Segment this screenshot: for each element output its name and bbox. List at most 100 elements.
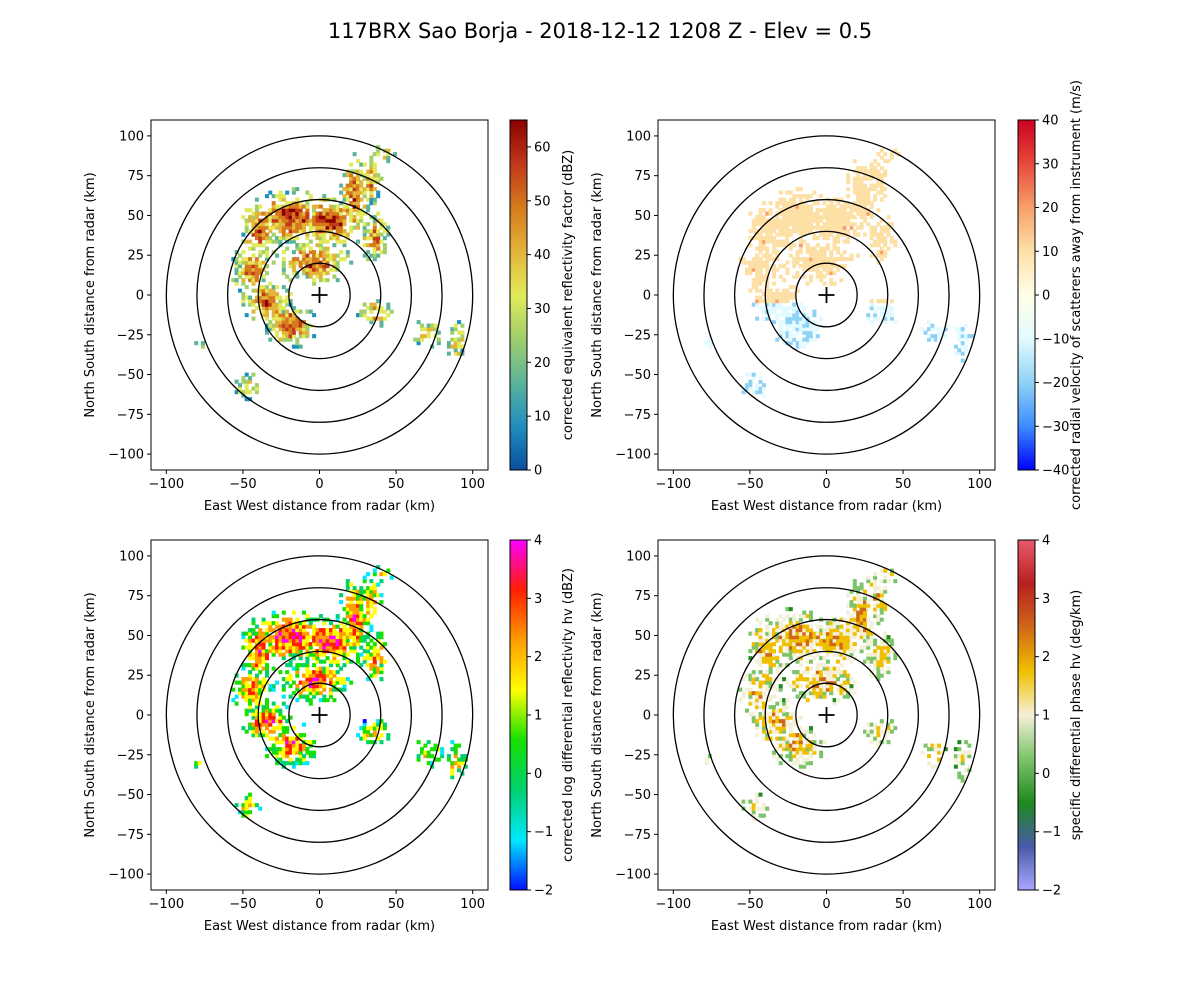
colorbar-tick-label: −2 xyxy=(1042,884,1061,899)
radar-echo-field xyxy=(704,568,972,822)
colorbar-label: corrected log differential reflectivity … xyxy=(561,568,576,862)
radar-location-marker xyxy=(818,707,835,723)
colorbar-tick-label: 2 xyxy=(534,650,542,665)
radar-panel-4: −100 −50 0 50 100 −100 −75 −50 −25 0 25 50 75 100 East… xyxy=(590,534,1084,935)
colorbar-tick-label: 20 xyxy=(1042,201,1059,216)
y-tick-label: −75 xyxy=(624,408,651,423)
colorbar-tick-label: 1 xyxy=(534,709,542,724)
colorbar-tick-label: −1 xyxy=(534,825,553,840)
y-tick-label: 0 xyxy=(643,289,651,304)
x-axis-label: East West distance from radar (km) xyxy=(711,499,942,514)
range-ring-20km xyxy=(795,262,858,328)
figure-title: 117BRX Sao Borja - 2018-12-12 1208 Z - E… xyxy=(328,19,872,43)
colorbar-tick-label: 3 xyxy=(534,592,542,607)
colorbar-tick-label: −1 xyxy=(1042,825,1061,840)
radar-panel-1: −100 −50 0 50 100−100−75−50−250255075100East… xyxy=(83,119,576,514)
colorbar-gradient xyxy=(1017,119,1036,471)
colorbar-tick-label: 2 xyxy=(1042,650,1050,665)
colorbar-gradient xyxy=(1017,539,1036,891)
colorbar-gradient xyxy=(509,119,528,471)
colorbar: −2 −1 0 1 2 3 4 corrected log differential refl… xyxy=(509,534,576,899)
colorbar: −2 −1 0 1 2 3 4 specific differential phase hv … xyxy=(1017,534,1084,899)
y-tick-label: −75 xyxy=(117,408,144,423)
colorbar-tick-label: 30 xyxy=(1042,157,1059,172)
radar-panel-3: −100 −50 0 50 100 −100 −75 −50 −25 0 25 50 75 100 East… xyxy=(83,534,576,935)
y-tick-label: −50 xyxy=(117,368,144,383)
x-axis-label: East West distance from radar (km) xyxy=(204,499,435,514)
y-tick-label: −100 xyxy=(108,448,144,463)
x-tick-label: −50 xyxy=(736,477,763,492)
x-tick-label: 100 xyxy=(967,477,992,492)
colorbar-tick-label: −10 xyxy=(1042,332,1069,347)
y-tick-label: 75 xyxy=(634,589,651,604)
range-ring-40km xyxy=(257,230,382,360)
radar-echo-field xyxy=(194,565,468,818)
colorbar-tick-label: −20 xyxy=(1042,376,1069,391)
y-tick-label: 50 xyxy=(634,629,651,644)
colorbar-label: corrected radial velocity of scatterers … xyxy=(1069,80,1084,510)
y-tick-label: 75 xyxy=(127,589,144,604)
x-axis-label: East West distance from radar (km) xyxy=(711,919,942,934)
y-tick-label: 25 xyxy=(127,669,144,684)
y-tick-label: −100 xyxy=(615,868,651,883)
radar-location-marker xyxy=(818,287,835,303)
y-axis-label: North South distance from radar (km) xyxy=(83,172,98,417)
radar-location-marker xyxy=(311,707,328,723)
colorbar-tick-label: 0 xyxy=(1042,767,1050,782)
x-tick-label: 0 xyxy=(315,897,323,912)
range-ring-20km xyxy=(288,682,351,748)
y-tick-label: 50 xyxy=(127,209,144,224)
y-tick-label: −50 xyxy=(624,788,651,803)
range-ring-40km xyxy=(764,650,889,780)
range-ring-60km xyxy=(733,618,920,812)
y-tick-label: 100 xyxy=(626,549,651,564)
range-ring-60km xyxy=(226,618,413,812)
range-ring-40km xyxy=(257,650,382,780)
y-tick-label: −25 xyxy=(624,328,651,343)
y-tick-label: −50 xyxy=(624,368,651,383)
y-tick-label: 50 xyxy=(634,209,651,224)
y-axis-label: North South distance from radar (km) xyxy=(590,592,605,837)
range-ring-20km xyxy=(288,262,351,328)
colorbar-tick-label: 40 xyxy=(1042,114,1059,129)
x-tick-label: −50 xyxy=(229,477,256,492)
y-tick-label: 75 xyxy=(634,169,651,184)
x-tick-label: 100 xyxy=(460,477,485,492)
x-tick-label: 50 xyxy=(388,477,405,492)
radar-echo-field xyxy=(704,148,975,398)
y-tick-label: −50 xyxy=(117,788,144,803)
x-tick-label: 50 xyxy=(388,897,405,912)
colorbar-tick-label: 40 xyxy=(534,248,551,263)
colorbar: 0 10 20 30 40 50 60 corrected equivalent reflec… xyxy=(509,119,576,479)
y-tick-label: 25 xyxy=(127,249,144,264)
y-axis-label: North South distance from radar (km) xyxy=(590,172,605,417)
colorbar-tick-label: 0 xyxy=(534,464,542,479)
colorbar-gradient xyxy=(509,539,528,891)
x-tick-label: 0 xyxy=(822,477,830,492)
range-ring-100km xyxy=(672,135,981,455)
x-tick-label: −100 xyxy=(655,897,691,912)
colorbar-label: corrected equivalent reflectivity factor… xyxy=(561,150,576,441)
range-ring-40km xyxy=(764,230,889,360)
range-ring-80km xyxy=(196,167,443,423)
range-ring-100km xyxy=(165,555,474,875)
colorbar-tick-label: 50 xyxy=(534,194,551,209)
colorbar-tick-label: −40 xyxy=(1042,464,1069,479)
colorbar-tick-label: 30 xyxy=(534,302,551,317)
y-tick-label: −100 xyxy=(108,868,144,883)
y-tick-label: 100 xyxy=(119,129,144,144)
y-tick-label: −75 xyxy=(117,828,144,843)
colorbar-tick-label: 0 xyxy=(534,767,542,782)
radar-panel-2: −100 −50 0 50 100−100−75−50−250255075100East… xyxy=(590,80,1084,514)
colorbar-label: specific differential phase hv (deg/km) xyxy=(1069,590,1084,840)
colorbar: −40 −30 −20 −10 0 10 20 30 40 corrected radial ve… xyxy=(1017,80,1084,510)
x-axis-label: East West distance from radar (km) xyxy=(204,919,435,934)
range-ring-80km xyxy=(703,587,950,843)
range-ring-100km xyxy=(672,555,981,875)
y-tick-label: 75 xyxy=(127,169,144,184)
range-ring-20km xyxy=(795,682,858,748)
x-tick-label: 50 xyxy=(895,477,912,492)
x-tick-label: −100 xyxy=(148,477,184,492)
y-tick-label: 25 xyxy=(634,249,651,264)
y-tick-label: −25 xyxy=(624,748,651,763)
